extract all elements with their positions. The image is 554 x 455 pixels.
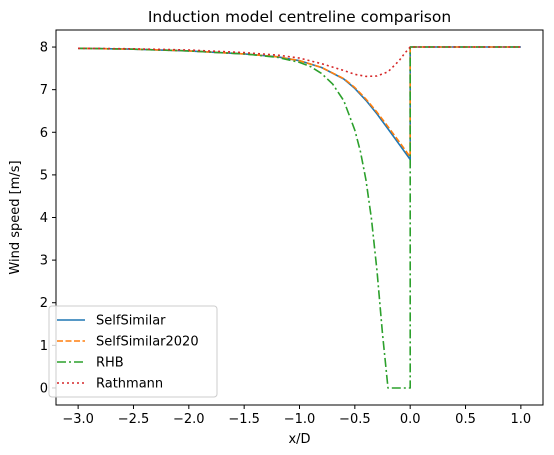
x-tick-label: −2.5 (118, 412, 150, 427)
chart-title: Induction model centreline comparison (148, 8, 451, 26)
y-tick-label: 3 (40, 254, 48, 269)
legend-box (48, 305, 218, 398)
y-tick-label: 2 (40, 296, 48, 311)
series-layer (78, 46, 521, 389)
x-tick-label: −1.0 (284, 412, 316, 427)
y-tick-label: 8 (40, 41, 48, 56)
x-tick-label: 0.0 (400, 412, 421, 427)
y-tick-label: 5 (40, 168, 48, 183)
series-line-rhb (78, 46, 521, 389)
series-line-rathmann (78, 46, 521, 78)
plot-area: −3.0 −2.5 −2.0 −1.5 −1.0 −0.5 0.0 0.5 1.0 0 1 2 3 4 5… (40, 29, 544, 427)
x-tick-label: −2.0 (173, 412, 205, 427)
legend-label: RHB (96, 356, 124, 371)
y-tick-label: 6 (40, 126, 48, 141)
x-tick-label: 0.5 (455, 412, 476, 427)
legend-label: SelfSimilar2020 (96, 335, 199, 350)
y-axis-ticks: 0 1 2 3 4 5 6 7 8 (40, 41, 56, 396)
x-tick-label: 1.0 (511, 412, 532, 427)
x-tick-label: −1.5 (228, 412, 260, 427)
y-tick-label: 1 (40, 339, 48, 354)
series-line-selfsimilar (78, 46, 521, 161)
y-tick-label: 4 (40, 211, 48, 226)
x-axis-ticks: −3.0 −2.5 −2.0 −1.5 −1.0 −0.5 0.0 0.5 1.0 (62, 405, 531, 427)
y-axis-label: Wind speed [m/s] (8, 160, 23, 274)
legend-label: Rathmann (96, 377, 163, 392)
series-line-selfsimilar2020 (78, 46, 521, 158)
y-tick-label: 7 (40, 83, 48, 98)
y-tick-label: 0 (40, 381, 48, 396)
x-tick-label: −3.0 (62, 412, 94, 427)
legend-items: SelfSimilar SelfSimilar2020 RHB Rathmann (57, 314, 199, 392)
legend-label: SelfSimilar (96, 314, 166, 329)
x-tick-label: −0.5 (339, 412, 371, 427)
x-axis-label: x/D (288, 432, 310, 447)
legend: SelfSimilar SelfSimilar2020 RHB Rathmann (48, 305, 218, 398)
